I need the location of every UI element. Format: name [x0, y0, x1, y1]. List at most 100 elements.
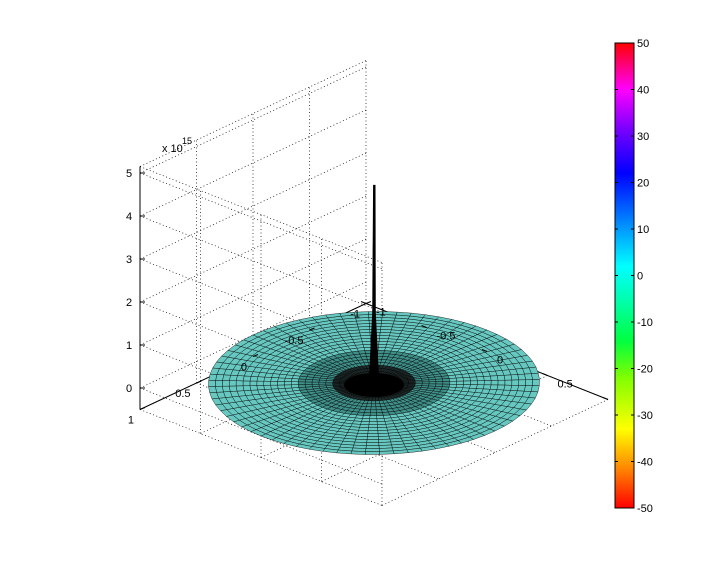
- x-tick-mark: [421, 325, 427, 328]
- surface-tile: [483, 384, 492, 390]
- surface-tile: [428, 379, 437, 383]
- surface-tile: [462, 377, 471, 382]
- surface-tile: [242, 380, 251, 387]
- surface-tile: [428, 381, 437, 385]
- colorbar-tick-label: -20: [637, 364, 653, 376]
- surface-tile: [489, 384, 499, 390]
- surface-tile: [362, 415, 371, 419]
- surface-tile: [215, 380, 223, 387]
- surface-tile: [497, 379, 506, 386]
- surface-tile: [476, 376, 485, 382]
- surface-tile: [518, 379, 526, 386]
- surface-tile: [490, 375, 499, 381]
- surface-tile: [476, 384, 485, 390]
- x-tick-mark: [481, 349, 488, 352]
- surface-tile: [215, 385, 224, 393]
- surface-tile: [367, 433, 379, 437]
- surface-tile: [456, 380, 464, 385]
- surface-tile: [235, 385, 245, 392]
- grid-line: [139, 215, 383, 313]
- surface-tile: [358, 427, 369, 431]
- colorbar-tick-label: 50: [637, 38, 649, 50]
- surface-tile: [222, 380, 230, 387]
- surface-tile: [208, 386, 217, 393]
- y-tick-mark: [139, 407, 146, 410]
- x-tick-label: -0.5: [437, 331, 456, 343]
- surface-tile: [477, 380, 485, 386]
- disk-surface: [208, 311, 540, 455]
- colorbar-tick-label: 0: [637, 271, 643, 283]
- y-tick-label: -1: [350, 309, 360, 321]
- surface-tile: [421, 381, 430, 385]
- surface-tile: [242, 385, 251, 391]
- surface-tile: [318, 381, 327, 385]
- surface-tile: [291, 381, 299, 386]
- surface-tile: [503, 374, 513, 381]
- surface-tile: [414, 379, 423, 383]
- surface-tile: [442, 378, 451, 382]
- surface-tile: [304, 384, 313, 388]
- y-tick-label: -0.5: [285, 335, 304, 347]
- surface-tile: [530, 385, 540, 393]
- surface-tile: [462, 384, 471, 389]
- surface-tile: [369, 415, 378, 419]
- surface-tile: [235, 380, 244, 387]
- surface-tile: [379, 450, 395, 455]
- surface-tile: [357, 430, 369, 434]
- surface-tile: [517, 373, 526, 381]
- surface-tile: [377, 347, 386, 351]
- surface-tile: [371, 400, 376, 404]
- surface-tile: [368, 421, 378, 425]
- surface-tile: [524, 373, 533, 381]
- surface-tile: [378, 344, 387, 348]
- z-tick-label: 4: [126, 211, 132, 223]
- surface-tile: [531, 373, 540, 380]
- surface-tile: [435, 381, 444, 385]
- surface-tile: [222, 385, 231, 393]
- surface-tile: [256, 385, 265, 391]
- surface-tile: [504, 379, 513, 386]
- x-tick-label: 0: [497, 355, 503, 367]
- surface-tile: [311, 383, 320, 387]
- z-exponent-label: x 10 15: [162, 136, 192, 155]
- surface-tile: [362, 344, 372, 348]
- surface-tile: [256, 380, 265, 386]
- colorbar-tick-label: -40: [637, 457, 653, 469]
- surface-tile: [511, 379, 520, 386]
- surface-tile: [375, 406, 382, 411]
- surface-tile: [363, 412, 371, 416]
- surface-tile: [291, 384, 299, 389]
- surface-tile: [325, 383, 334, 387]
- surface-tile: [366, 442, 380, 446]
- surface-tile: [367, 427, 379, 431]
- surface-tile: [311, 381, 320, 385]
- surface-tile: [369, 412, 377, 416]
- z-tick-label: 3: [126, 254, 132, 266]
- surface-tile: [361, 338, 371, 342]
- grid-line: [139, 409, 383, 506]
- surface-tile: [365, 445, 380, 449]
- colorbar-tick-label: 20: [637, 178, 649, 190]
- surface-tile: [277, 381, 285, 386]
- surface-tile: [378, 341, 388, 345]
- surface-tile: [375, 400, 381, 405]
- grid-line: [139, 66, 367, 174]
- surface-tile: [483, 380, 492, 386]
- z-tick-label: 5: [126, 168, 132, 180]
- z-tick-label: 2: [126, 297, 132, 309]
- y-tick-label: 0.5: [175, 388, 190, 400]
- surface-tile: [490, 380, 499, 386]
- z-multiplier: x 10: [162, 143, 183, 155]
- surface-tile: [249, 380, 258, 386]
- surface-tile: [228, 380, 237, 387]
- surface-tile: [483, 375, 492, 381]
- surface-tile: [469, 384, 478, 389]
- surface-tile: [374, 397, 380, 402]
- surface-tile: [496, 384, 506, 391]
- spike: [368, 184, 380, 384]
- surface-tile: [497, 375, 506, 381]
- surface-tile: [510, 374, 520, 381]
- surface-tile: [363, 347, 372, 351]
